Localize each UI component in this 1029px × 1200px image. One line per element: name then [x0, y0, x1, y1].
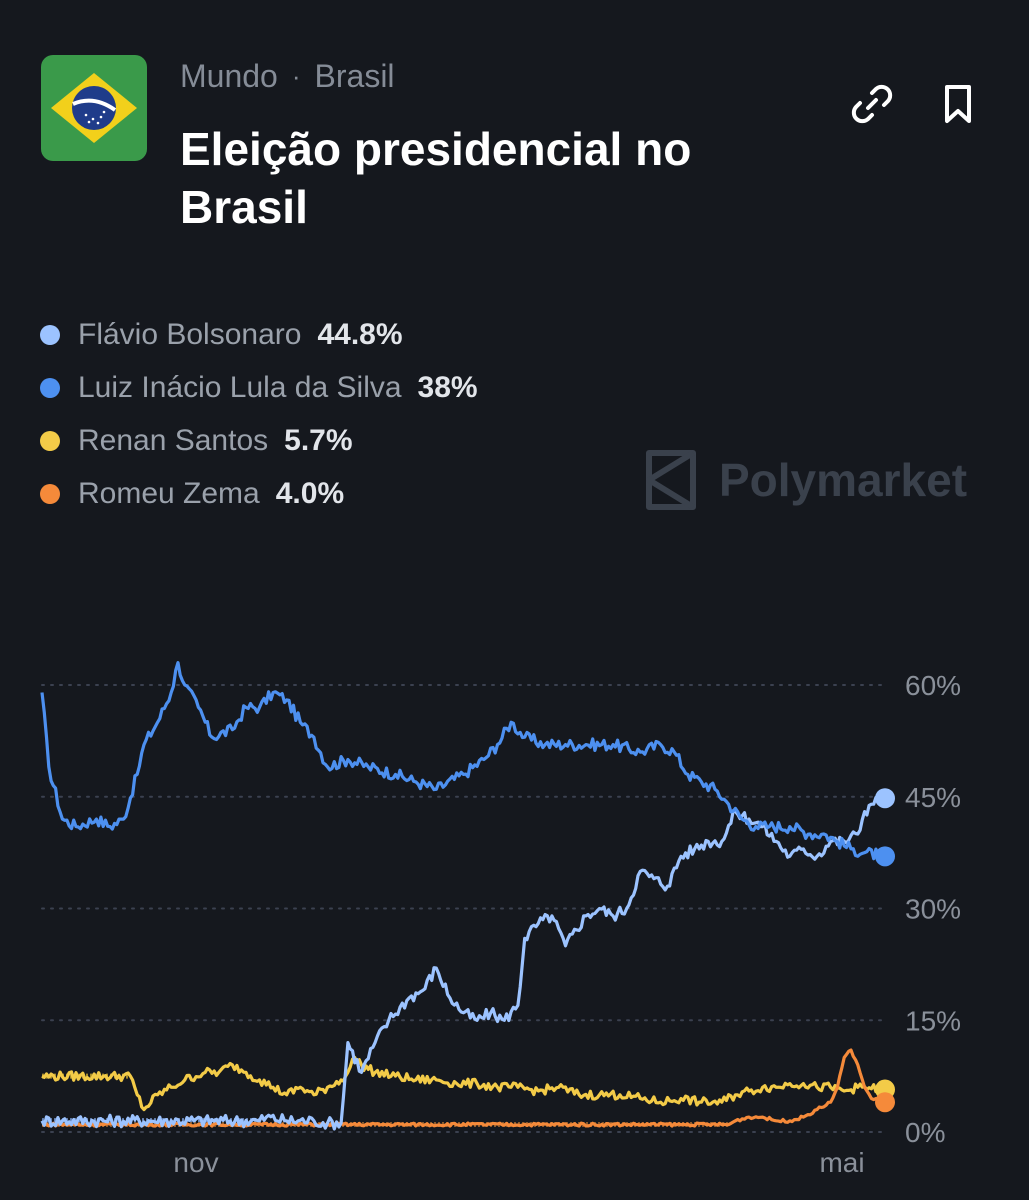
legend-value: 44.8%	[317, 317, 403, 351]
bookmark-icon	[945, 85, 971, 123]
legend-item: Romeu Zema 4.0%	[40, 467, 478, 520]
polymarket-watermark: Polymarket	[645, 445, 967, 515]
legend-dot	[40, 377, 60, 398]
legend-dot	[40, 324, 60, 345]
legend-item: Flávio Bolsonaro 44.8%	[40, 308, 478, 361]
legend-value: 5.7%	[284, 423, 353, 457]
bookmark-button[interactable]	[934, 80, 982, 128]
series-line	[41, 1055, 887, 1112]
legend-dot	[40, 430, 60, 451]
watermark-text: Polymarket	[719, 454, 968, 506]
legend-value: 4.0%	[275, 476, 345, 510]
link-button[interactable]	[848, 80, 896, 128]
y-tick-label: 30%	[905, 894, 961, 925]
y-tick-label: 60%	[905, 670, 961, 701]
y-tick-label: 15%	[905, 1005, 961, 1036]
breadcrumb-item[interactable]: Brasil	[314, 57, 395, 94]
brazil-flag-icon	[41, 55, 147, 161]
legend-value: 38%	[417, 370, 478, 404]
breadcrumb-item[interactable]: Mundo	[180, 57, 278, 94]
legend-name: Flávio Bolsonaro	[78, 317, 302, 351]
legend-name: Luiz Inácio Lula da Silva	[78, 370, 402, 404]
link-icon	[851, 84, 893, 124]
x-tick-label: nov	[173, 1147, 218, 1178]
legend-item: Renan Santos 5.7%	[40, 414, 478, 467]
y-tick-label: 0%	[905, 1117, 945, 1148]
series-end-marker	[875, 1092, 895, 1113]
series-line	[40, 661, 887, 861]
x-tick-label: mai	[819, 1147, 864, 1178]
series-end-marker	[875, 846, 895, 867]
y-tick-label: 45%	[905, 782, 961, 813]
breadcrumb: Mundo · Brasil	[180, 56, 395, 96]
legend-dot	[40, 483, 60, 504]
legend-item: Luiz Inácio Lula da Silva 38%	[40, 361, 478, 414]
series-line	[40, 795, 886, 1131]
polymarket-logo-icon	[646, 450, 696, 510]
page-title: Eleição presidencial no Brasil	[180, 123, 692, 233]
price-chart: 0% 15% 30% 45% 60% nov mai	[40, 661, 961, 1178]
legend-name: Renan Santos	[78, 423, 269, 457]
series-end-marker	[875, 788, 895, 809]
breadcrumb-separator: ·	[291, 60, 301, 91]
legend-name: Romeu Zema	[78, 476, 260, 510]
chart-legend: Flávio Bolsonaro 44.8% Luiz Inácio Lula …	[40, 308, 478, 520]
